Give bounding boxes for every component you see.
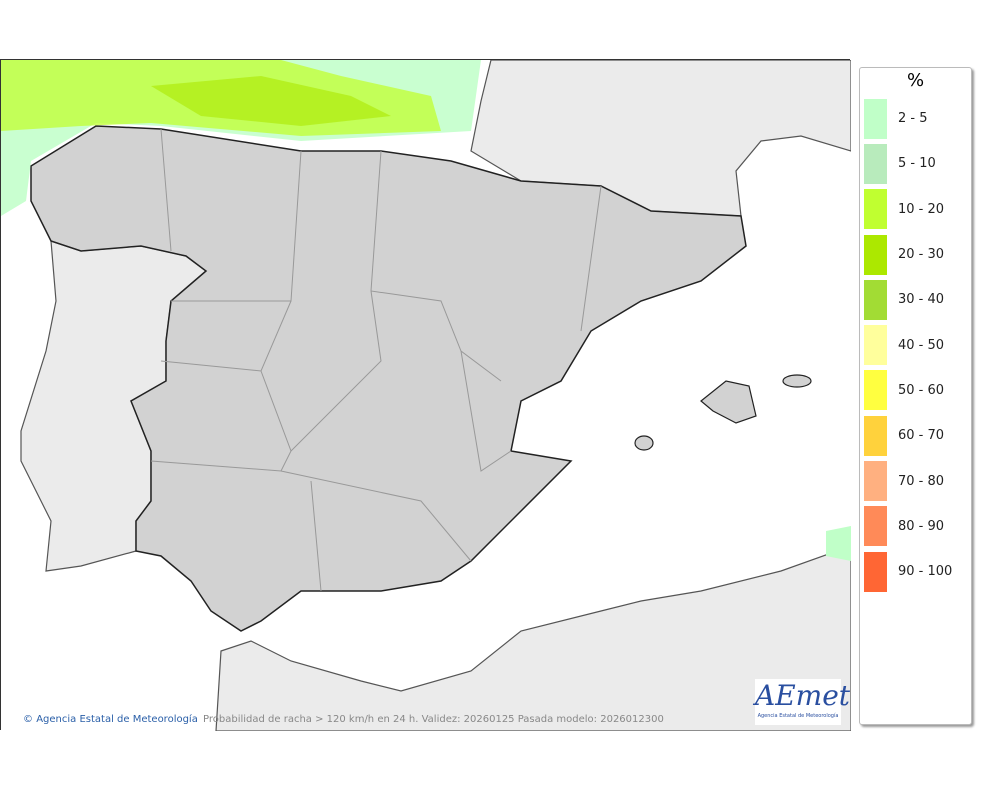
credit-text: Agencia Estatal de Meteorología	[36, 714, 198, 725]
logo-subtitle: Agencia Estatal de Meteorología	[757, 713, 839, 719]
legend-label: 90 - 100	[898, 564, 953, 580]
legend-swatch	[864, 325, 887, 366]
aemet-logo[interactable]: AEmet Agencia Estatal de Meteorología	[755, 679, 851, 725]
legend-label: 2 - 5	[898, 111, 928, 127]
legend-item: 5 - 10	[860, 141, 971, 186]
legend-label: 70 - 80	[898, 473, 945, 489]
legend-item: 30 - 40	[860, 277, 971, 322]
legend-swatch	[864, 370, 887, 411]
legend-swatch	[864, 234, 887, 275]
legend-label: 60 - 70	[898, 428, 945, 444]
legend-item: 2 - 5	[860, 96, 971, 141]
legend-item: 80 - 90	[860, 504, 971, 549]
probability-area-east	[826, 526, 851, 561]
logo-text: AEmet	[755, 679, 851, 712]
legend-item: 70 - 80	[860, 458, 971, 503]
legend-item: 90 - 100	[860, 549, 971, 594]
forecast-map: © Agencia Estatal de Meteorología Probab…	[0, 59, 851, 731]
copyright-credit[interactable]: © Agencia Estatal de Meteorología	[23, 714, 198, 725]
legend-label: 40 - 50	[898, 337, 945, 353]
legend-swatch	[864, 189, 887, 230]
legend-item: 20 - 30	[860, 232, 971, 277]
map-graphic	[1, 60, 851, 731]
region-borders	[150, 128, 602, 592]
legend-label: 30 - 40	[898, 292, 945, 308]
map-caption: Probabilidad de racha > 120 km/h en 24 h…	[203, 714, 664, 725]
probability-area-20-30	[151, 76, 391, 126]
legend-label: 20 - 30	[898, 247, 945, 263]
legend-swatch	[864, 461, 887, 502]
legend: % 2 - 5 5 - 10 10 - 20 20 - 30 30 - 40 40 - 5…	[859, 67, 972, 725]
legend-swatch	[864, 98, 887, 139]
legend-label: 5 - 10	[898, 156, 936, 172]
legend-item: 50 - 60	[860, 368, 971, 413]
legend-swatch	[864, 551, 887, 592]
legend-swatch	[864, 506, 887, 547]
legend-swatch	[864, 143, 887, 184]
legend-label: 50 - 60	[898, 382, 945, 398]
legend-swatch	[864, 279, 887, 320]
legend-item: 10 - 20	[860, 187, 971, 232]
legend-item: 60 - 70	[860, 413, 971, 458]
balearic-islands	[634, 374, 812, 451]
legend-label: 80 - 90	[898, 518, 945, 534]
legend-label: 10 - 20	[898, 201, 945, 217]
legend-item: 40 - 50	[860, 322, 971, 367]
legend-swatch	[864, 415, 887, 456]
legend-unit: %	[906, 70, 925, 91]
